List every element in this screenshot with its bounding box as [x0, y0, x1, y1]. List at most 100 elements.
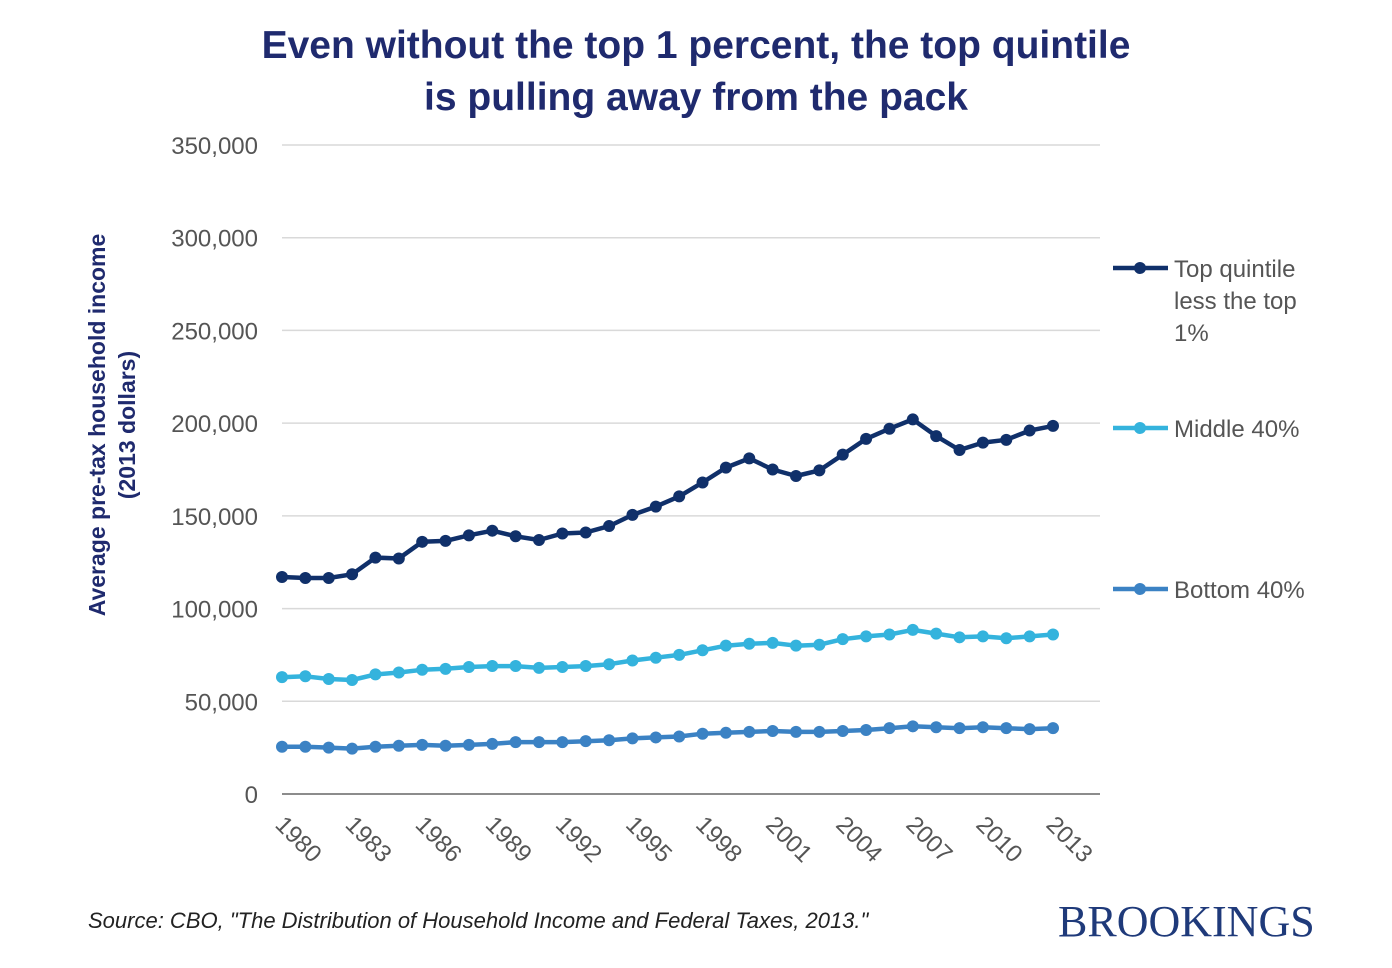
- x-tick-label: 2010: [971, 811, 1028, 868]
- data-point: [860, 630, 873, 643]
- data-point: [603, 520, 616, 533]
- series-2: [276, 720, 1059, 755]
- series-group: [276, 413, 1059, 755]
- data-point: [836, 633, 849, 646]
- y-tick-label: 200,000: [171, 411, 258, 438]
- data-point: [439, 739, 452, 752]
- data-point: [860, 432, 873, 445]
- data-point: [1023, 723, 1036, 736]
- chart-title-line-1: Even without the top 1 percent, the top …: [261, 24, 1131, 67]
- y-axis-label-line: (2013 dollars): [114, 351, 140, 499]
- x-tick-label: 1989: [480, 811, 537, 868]
- data-point: [1023, 424, 1036, 437]
- data-point: [953, 631, 966, 644]
- legend-item-2: Bottom 40%: [1113, 577, 1305, 604]
- data-point: [883, 722, 896, 735]
- data-point: [509, 660, 522, 673]
- x-tick-label: 1995: [620, 811, 677, 868]
- data-point: [556, 660, 569, 673]
- data-point: [719, 461, 732, 474]
- data-point: [813, 638, 826, 651]
- data-point: [322, 571, 335, 584]
- data-point: [1047, 722, 1059, 735]
- data-point: [930, 721, 943, 734]
- data-point: [766, 724, 779, 737]
- data-point: [790, 469, 802, 482]
- data-point: [486, 660, 499, 673]
- data-point: [509, 530, 522, 543]
- x-tick-label: 1983: [340, 811, 397, 868]
- data-point: [626, 508, 639, 521]
- y-tick-label: 350,000: [171, 133, 258, 160]
- series-line: [279, 627, 1056, 683]
- data-point: [719, 639, 732, 652]
- x-tick-label: 1980: [270, 811, 327, 868]
- y-tick-label: 300,000: [171, 226, 258, 253]
- data-point: [1023, 630, 1036, 643]
- data-point: [743, 452, 756, 465]
- data-point: [299, 740, 312, 753]
- series-1: [276, 623, 1059, 686]
- data-point: [556, 736, 569, 749]
- series-line: [279, 417, 1056, 581]
- data-point: [416, 663, 429, 676]
- data-point: [930, 430, 943, 443]
- data-point: [906, 413, 919, 426]
- data-point: [486, 737, 499, 750]
- data-point: [603, 734, 616, 747]
- data-point: [533, 533, 545, 546]
- data-point: [1000, 722, 1013, 735]
- legend-label: Bottom 40%: [1174, 577, 1305, 604]
- data-point: [743, 637, 756, 650]
- legend-label: Top quintile: [1174, 256, 1295, 283]
- data-point: [509, 736, 522, 749]
- brand-logo: BROOKINGS: [1058, 897, 1315, 946]
- data-point: [673, 648, 686, 661]
- data-point: [976, 436, 989, 449]
- legend-label: less the top: [1174, 288, 1297, 315]
- x-tick-label: 2013: [1041, 811, 1098, 868]
- legend-swatch-marker: [1134, 583, 1146, 595]
- x-tick-label: 1992: [550, 811, 607, 868]
- x-axis-ticks: 1980 1983 1986 1989 1992 1995 1998 2001 2004 2007…: [270, 811, 1098, 868]
- data-point: [1047, 419, 1059, 432]
- data-point: [883, 422, 896, 435]
- data-point: [649, 500, 662, 513]
- data-point: [416, 738, 429, 751]
- data-point: [462, 738, 475, 751]
- chart-title: Even without the top 1 percent, the top …: [0, 20, 1392, 124]
- data-point: [673, 730, 686, 743]
- data-point: [416, 535, 429, 548]
- legend-swatch-marker: [1134, 422, 1146, 434]
- chart-title-line-2: is pulling away from the pack: [424, 76, 968, 119]
- data-point: [369, 668, 382, 681]
- data-point: [930, 627, 943, 640]
- legend-item-0: Top quintile less the top 1%: [1113, 256, 1297, 347]
- data-point: [486, 524, 499, 537]
- data-point: [322, 741, 335, 754]
- data-point: [579, 660, 592, 673]
- y-tick-label: 150,000: [171, 504, 258, 531]
- data-point: [719, 726, 732, 739]
- data-point: [276, 740, 288, 753]
- data-point: [743, 725, 756, 738]
- data-point: [533, 736, 545, 749]
- data-point: [906, 623, 919, 636]
- legend-label: 1%: [1174, 320, 1209, 347]
- data-point: [813, 464, 826, 477]
- data-point: [626, 654, 639, 667]
- x-tick-label: 1986: [410, 811, 467, 868]
- data-point: [392, 552, 405, 565]
- data-point: [673, 490, 686, 503]
- data-point: [276, 571, 288, 584]
- y-axis-label: Average pre-tax household income (2013 do…: [84, 234, 140, 617]
- data-point: [369, 740, 382, 753]
- legend-swatch-marker: [1134, 262, 1146, 274]
- series-0: [276, 413, 1059, 584]
- data-point: [649, 731, 662, 744]
- data-point: [392, 666, 405, 679]
- data-point: [1000, 433, 1013, 446]
- data-point: [906, 720, 919, 733]
- data-point: [276, 671, 288, 684]
